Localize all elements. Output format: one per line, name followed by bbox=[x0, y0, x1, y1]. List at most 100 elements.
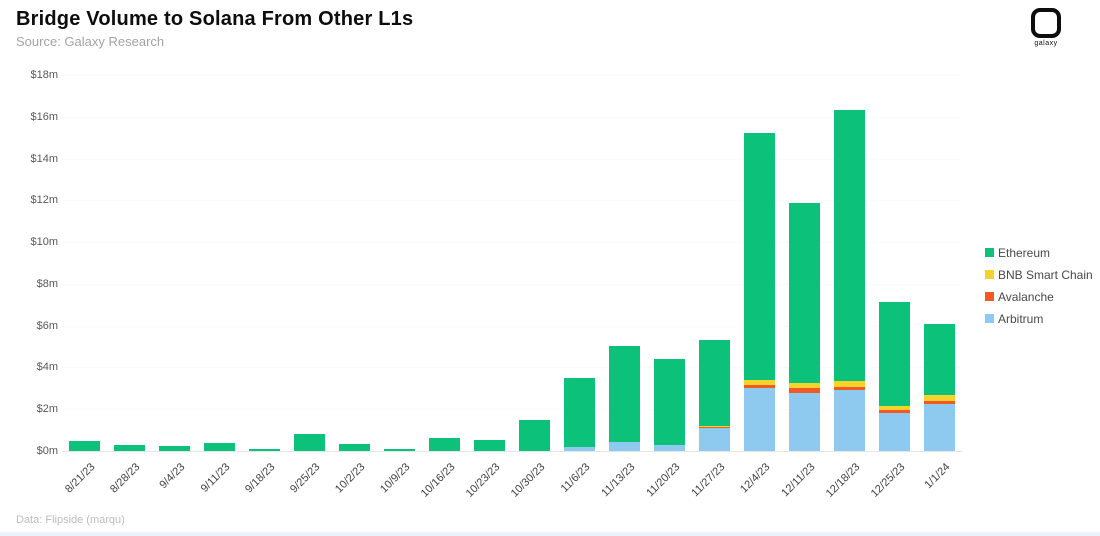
x-tick-label: 12/18/23 bbox=[823, 461, 862, 500]
x-axis-line bbox=[62, 451, 962, 452]
bar-9/18/23[interactable] bbox=[249, 448, 280, 451]
segment-arbitrum[interactable] bbox=[789, 392, 820, 451]
segment-ethereum[interactable] bbox=[114, 444, 145, 451]
x-tick-label: 9/25/23 bbox=[287, 461, 322, 496]
segment-avalanche[interactable] bbox=[699, 427, 730, 429]
x-tick-label: 12/25/23 bbox=[868, 461, 907, 500]
bar-9/25/23[interactable] bbox=[294, 434, 325, 451]
bar-12/18/23[interactable] bbox=[834, 109, 865, 451]
segment-ethereum[interactable] bbox=[924, 323, 955, 395]
x-tick-label: 9/4/23 bbox=[156, 461, 187, 492]
gridline-$6m bbox=[62, 325, 962, 327]
bar-8/21/23[interactable] bbox=[69, 440, 100, 451]
segment-bnb-smart-chain[interactable] bbox=[744, 379, 775, 386]
legend-item-arbitrum[interactable]: Arbitrum bbox=[985, 311, 1093, 326]
gridline-$14m bbox=[62, 158, 962, 160]
bar-9/4/23[interactable] bbox=[159, 445, 190, 451]
segment-ethereum[interactable] bbox=[339, 443, 370, 451]
bar-11/6/23[interactable] bbox=[564, 377, 595, 451]
segment-ethereum[interactable] bbox=[789, 203, 820, 383]
gridline-$18m bbox=[62, 75, 962, 76]
bar-1/1/24[interactable] bbox=[924, 323, 955, 451]
x-tick-label: 10/30/23 bbox=[508, 461, 547, 500]
segment-bnb-smart-chain[interactable] bbox=[924, 394, 955, 402]
segment-arbitrum[interactable] bbox=[834, 390, 865, 451]
legend-swatch-icon bbox=[985, 314, 994, 323]
legend-item-ethereum[interactable]: Ethereum bbox=[985, 245, 1093, 260]
segment-arbitrum[interactable] bbox=[654, 444, 685, 451]
chart-subtitle: Source: Galaxy Research bbox=[16, 34, 165, 49]
bar-10/23/23[interactable] bbox=[474, 439, 505, 451]
legend-item-bnb-smart-chain[interactable]: BNB Smart Chain bbox=[985, 268, 1093, 282]
segment-avalanche[interactable] bbox=[924, 401, 955, 404]
segment-bnb-smart-chain[interactable] bbox=[879, 406, 910, 411]
segment-ethereum[interactable] bbox=[744, 133, 775, 380]
segment-ethereum[interactable] bbox=[564, 377, 595, 447]
segment-arbitrum[interactable] bbox=[564, 446, 595, 451]
bar-12/4/23[interactable] bbox=[744, 133, 775, 451]
segment-arbitrum[interactable] bbox=[699, 428, 730, 451]
segment-avalanche[interactable] bbox=[879, 410, 910, 414]
segment-arbitrum[interactable] bbox=[924, 404, 955, 451]
gridline-$12m bbox=[62, 200, 962, 202]
y-tick-label: $0m bbox=[36, 445, 58, 457]
x-tick-label: 8/28/23 bbox=[107, 461, 142, 496]
bar-10/16/23[interactable] bbox=[429, 438, 460, 451]
segment-arbitrum[interactable] bbox=[744, 388, 775, 451]
segment-ethereum[interactable] bbox=[429, 438, 460, 451]
gridline-$8m bbox=[62, 283, 962, 285]
bar-11/13/23[interactable] bbox=[609, 345, 640, 451]
bar-10/30/23[interactable] bbox=[519, 419, 550, 451]
galaxy-logo-icon bbox=[1031, 8, 1061, 38]
bar-10/2/23[interactable] bbox=[339, 443, 370, 451]
gridline-$10m bbox=[62, 242, 962, 244]
legend-swatch-icon bbox=[985, 248, 994, 257]
segment-ethereum[interactable] bbox=[654, 359, 685, 445]
segment-ethereum[interactable] bbox=[609, 345, 640, 442]
segment-ethereum[interactable] bbox=[69, 440, 100, 451]
y-tick-label: $16m bbox=[30, 110, 58, 123]
segment-ethereum[interactable] bbox=[879, 301, 910, 407]
bar-11/27/23[interactable] bbox=[699, 340, 730, 451]
segment-ethereum[interactable] bbox=[519, 419, 550, 451]
segment-ethereum[interactable] bbox=[384, 448, 415, 451]
segment-ethereum[interactable] bbox=[834, 109, 865, 382]
x-tick-label: 10/16/23 bbox=[418, 461, 457, 500]
data-credit: Data: Flipside (marqu) bbox=[16, 514, 125, 526]
legend-label: Arbitrum bbox=[998, 311, 1044, 326]
bar-12/11/23[interactable] bbox=[789, 203, 820, 451]
bar-10/9/23[interactable] bbox=[384, 448, 415, 451]
segment-bnb-smart-chain[interactable] bbox=[789, 382, 820, 389]
segment-avalanche[interactable] bbox=[834, 387, 865, 391]
segment-ethereum[interactable] bbox=[294, 434, 325, 451]
segment-ethereum[interactable] bbox=[474, 439, 505, 451]
y-tick-label: $2m bbox=[36, 403, 58, 416]
bottom-accent-strip bbox=[0, 532, 1100, 536]
galaxy-logo-text: galaxy bbox=[1034, 40, 1058, 47]
y-tick-label: $6m bbox=[36, 319, 58, 332]
legend-label: Avalanche bbox=[998, 289, 1054, 304]
bar-11/20/23[interactable] bbox=[654, 359, 685, 451]
x-tick-label: 10/2/23 bbox=[332, 461, 367, 496]
segment-ethereum[interactable] bbox=[204, 442, 235, 451]
x-tick-label: 10/9/23 bbox=[377, 461, 412, 496]
chart-header: Bridge Volume to Solana From Other L1s S… bbox=[16, 8, 413, 49]
y-tick-label: $12m bbox=[30, 194, 58, 207]
segment-arbitrum[interactable] bbox=[879, 413, 910, 451]
gridline-$2m bbox=[62, 409, 962, 411]
legend-item-avalanche[interactable]: Avalanche bbox=[985, 289, 1093, 304]
segment-ethereum[interactable] bbox=[159, 445, 190, 451]
bar-12/25/23[interactable] bbox=[879, 301, 910, 451]
bar-9/11/23[interactable] bbox=[204, 442, 235, 451]
x-tick-label: 11/27/23 bbox=[688, 461, 727, 500]
segment-avalanche[interactable] bbox=[789, 388, 820, 393]
gridline-$4m bbox=[62, 367, 962, 369]
segment-bnb-smart-chain[interactable] bbox=[834, 381, 865, 388]
segment-bnb-smart-chain[interactable] bbox=[699, 425, 730, 427]
segment-avalanche[interactable] bbox=[744, 385, 775, 389]
segment-ethereum[interactable] bbox=[249, 448, 280, 451]
segment-arbitrum[interactable] bbox=[609, 441, 640, 451]
bar-8/28/23[interactable] bbox=[114, 444, 145, 451]
segment-ethereum[interactable] bbox=[699, 340, 730, 426]
legend-label: Ethereum bbox=[998, 245, 1051, 260]
